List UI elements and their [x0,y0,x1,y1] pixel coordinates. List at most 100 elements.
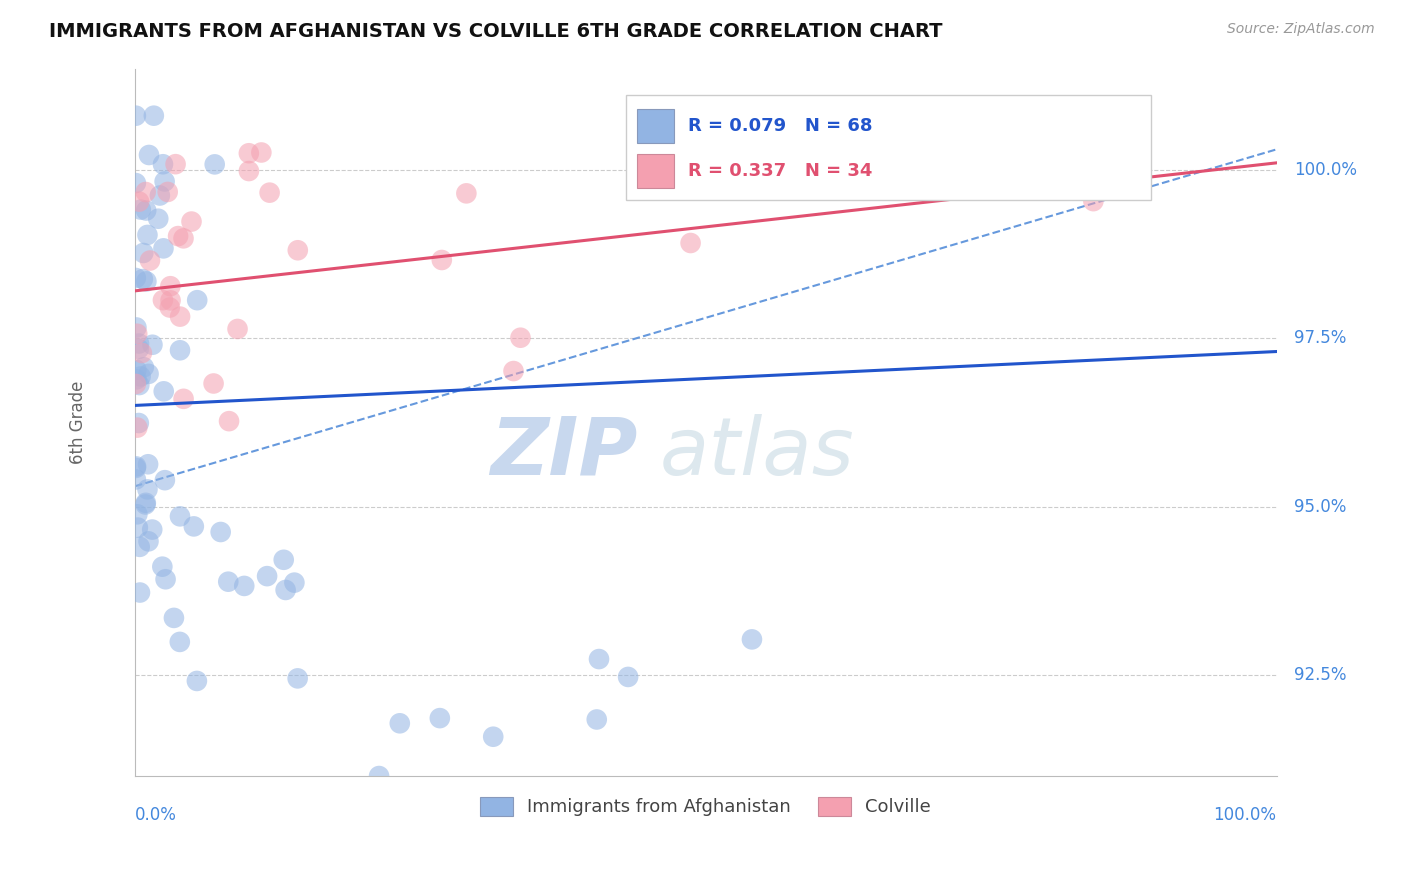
Point [588,652,610,666]
FancyBboxPatch shape [637,109,673,143]
Point [135,203,157,218]
Point [129,369,152,384]
Point [274,582,297,597]
Point [125,376,148,391]
Point [132,246,155,260]
Point [482,730,505,744]
Point [256,569,278,583]
Point [138,148,160,162]
Point [142,109,165,123]
Point [155,572,177,586]
Point [138,367,160,381]
Point [502,364,524,378]
Point [127,508,149,522]
Point [132,360,155,375]
Point [125,372,148,386]
Point [150,559,173,574]
Text: 100.0%: 100.0% [1213,806,1277,824]
Point [136,483,159,497]
Text: atlas: atlas [659,414,855,491]
Point [141,523,163,537]
Point [127,420,149,434]
Point [148,211,170,226]
Point [287,244,309,258]
Point [617,670,640,684]
Point [125,176,148,190]
Point [156,185,179,199]
Point [129,585,152,599]
Point [153,174,176,188]
Point [128,336,150,351]
Point [134,498,156,512]
Point [218,414,240,428]
Text: 100.0%: 100.0% [1294,161,1357,178]
Point [238,164,260,178]
Point [127,326,149,341]
Point [287,672,309,686]
Point [169,343,191,358]
Point [169,310,191,324]
Point [159,279,181,293]
Point [159,293,181,308]
Point [149,188,172,202]
Point [128,194,150,209]
Point [679,235,702,250]
Point [180,214,202,228]
Point [186,673,208,688]
Point [368,769,391,783]
Legend: Immigrants from Afghanistan, Colville: Immigrants from Afghanistan, Colville [474,789,938,823]
Point [159,301,181,315]
Point [152,241,174,255]
Point [165,157,187,171]
Point [163,611,186,625]
Point [585,713,607,727]
Point [125,461,148,475]
Point [135,496,157,510]
Text: 0.0%: 0.0% [135,806,177,824]
Point [169,635,191,649]
Point [671,109,693,123]
Point [173,231,195,245]
Text: 92.5%: 92.5% [1294,666,1346,684]
Point [388,716,411,731]
Point [138,534,160,549]
Text: IMMIGRANTS FROM AFGHANISTAN VS COLVILLE 6TH GRADE CORRELATION CHART: IMMIGRANTS FROM AFGHANISTAN VS COLVILLE … [49,22,942,41]
Text: 6th Grade: 6th Grade [69,381,87,464]
Point [273,553,295,567]
Point [429,711,451,725]
Point [183,519,205,533]
Point [132,272,155,286]
Text: 95.0%: 95.0% [1294,498,1346,516]
Point [202,376,225,391]
Point [741,632,763,647]
Point [169,509,191,524]
Point [135,274,157,288]
Point [173,392,195,406]
Point [125,473,148,487]
Point [141,337,163,351]
Point [136,457,159,471]
Point [167,229,190,244]
Point [893,149,915,163]
Point [209,524,232,539]
Point [136,227,159,242]
Point [125,459,148,474]
Point [153,473,176,487]
Point [250,145,273,160]
Point [233,579,256,593]
Point [456,186,478,201]
Text: 97.5%: 97.5% [1294,329,1346,347]
Point [128,378,150,392]
Point [1083,194,1105,208]
Point [127,520,149,534]
Point [430,252,453,267]
Point [152,384,174,399]
Point [135,185,157,199]
Point [139,253,162,268]
FancyBboxPatch shape [626,95,1152,200]
Point [128,416,150,430]
Point [128,540,150,554]
Point [204,157,226,171]
Text: R = 0.337   N = 34: R = 0.337 N = 34 [689,162,873,180]
Text: R = 0.079   N = 68: R = 0.079 N = 68 [689,117,873,135]
